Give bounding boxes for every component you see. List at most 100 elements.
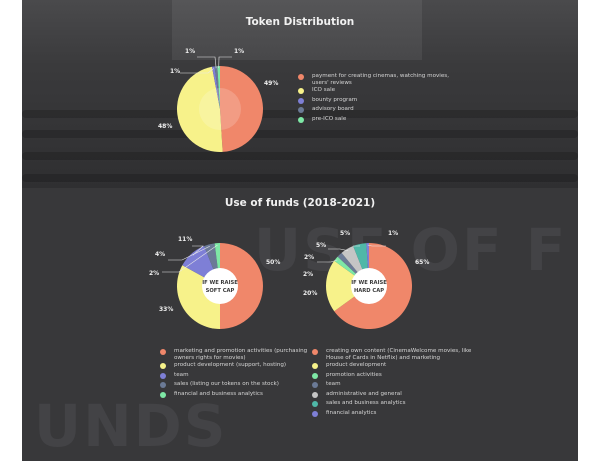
token-legend-label: pre-ICO sale: [312, 115, 347, 122]
token-legend-item: pre-ICO sale: [298, 116, 462, 123]
softcap-legend-item: product development (support, hosting): [160, 362, 324, 369]
softcap-inner-circle: [202, 268, 238, 304]
token-legend-swatch: [298, 74, 304, 80]
token-slice-4: [217, 66, 220, 109]
hardcap-legend-label: financial analytics: [326, 409, 377, 416]
token-label-2: 1%: [170, 68, 180, 75]
hardcap-legend-swatch: [312, 363, 318, 369]
cinema-screen: [172, 0, 422, 60]
token-label-4: 1%: [234, 48, 244, 55]
hardcap-legend-item: promotion activities: [312, 372, 476, 379]
hardcap-legend-label: creating own content (CinemaWelcome movi…: [326, 348, 472, 361]
funds-background: [22, 188, 578, 461]
hardcap-label-1: 20%: [303, 290, 317, 297]
token-distribution-title: Token Distribution: [245, 16, 355, 28]
softcap-leader-3: [168, 246, 210, 261]
token-slice-1: [177, 66, 223, 152]
softcap-center-label-1: SOFT CAP: [206, 288, 235, 294]
hardcap-legend-swatch: [312, 349, 318, 355]
hardcap-leader-6: [367, 244, 386, 247]
hardcap-legend-item: financial analytics: [312, 410, 476, 417]
hardcap-label-5: 5%: [340, 230, 350, 237]
token-slice-2: [211, 66, 220, 109]
seat-row: [22, 152, 578, 160]
softcap-legend-label: sales (listing our tokens on the stock): [174, 381, 279, 387]
hardcap-legend-label: sales and business analytics: [326, 400, 406, 406]
softcap-legend-swatch: [160, 391, 166, 398]
token-legend-swatch: [298, 116, 304, 123]
token-legend-item: bounty program: [298, 97, 462, 104]
token-slice-0: [220, 66, 263, 152]
hardcap-label-0: 65%: [415, 259, 429, 266]
softcap-leader-2: [192, 245, 204, 256]
hardcap-leader-4: [328, 248, 349, 252]
token-label-3: 1%: [185, 48, 195, 55]
softcap-legend-swatch: [160, 363, 166, 369]
token-slice-3: [214, 66, 220, 109]
hardcap-legend-label: promotion activities: [326, 371, 382, 378]
softcap-label-0: 50%: [266, 259, 280, 266]
hardcap-label-6: 1%: [388, 230, 398, 237]
token-legend-label: payment for creating cinemas, watching m…: [312, 73, 449, 86]
token-legend-item: ICO sale: [298, 87, 462, 94]
softcap-leader-4: [162, 244, 218, 273]
softcap-legend-item: sales (listing our tokens on the stock): [160, 381, 324, 388]
softcap-legend-label: team: [174, 371, 189, 378]
softcap-legend-label: product development (support, hosting): [174, 362, 287, 368]
hardcap-legend-swatch: [312, 401, 318, 407]
hardcap-slice-1: [326, 260, 369, 312]
hardcap-center-label-1: HARD CAP: [354, 288, 384, 294]
token-legend-swatch: [298, 107, 304, 113]
hardcap-legend-swatch: [312, 410, 318, 417]
hardcap-legend-swatch: [312, 382, 318, 388]
hardcap-legend-label: product development: [326, 362, 387, 368]
token-label-0: 49%: [264, 80, 278, 87]
token-inner-circle: [199, 88, 241, 130]
charts-layer: 49% 48% 1% 1% 1% 50% 33% 11% 4% 2% IF WE RAISE SOFT…: [149, 48, 429, 329]
token-legend-item: payment for creating cinemas, watching m…: [298, 73, 462, 87]
softcap-slice-0: [220, 243, 263, 329]
hardcap-legend-item: administrative and general: [312, 391, 476, 398]
use-of-funds-title: Use of funds (2018-2021): [224, 197, 376, 209]
softcap-legend-item: team: [160, 372, 324, 379]
token-legend-swatch: [298, 88, 304, 94]
token-legend-item: advisory board: [298, 106, 462, 113]
token-legend-label: advisory board: [312, 106, 354, 112]
hardcap-legend-item: product development: [312, 362, 476, 369]
softcap-center-label-0: IF WE RAISE: [202, 280, 238, 286]
hardcap-inner-circle: [351, 268, 387, 304]
token-leader-4: [218, 56, 232, 69]
seat-row: [22, 110, 578, 118]
softcap-label-4: 2%: [149, 270, 159, 277]
hardcap-legend-label: administrative and general: [326, 390, 402, 397]
hardcap-label-3: 2%: [303, 271, 313, 278]
softcap-legend-swatch: [160, 349, 166, 355]
cinema-background: [22, 0, 578, 188]
softcap-label-2: 11%: [178, 236, 192, 243]
token-legend-label: ICO sale: [312, 87, 336, 93]
hardcap-legend-item: sales and business analytics: [312, 400, 476, 407]
softcap-legend-swatch: [160, 382, 166, 388]
token-label-1: 48%: [158, 123, 172, 130]
infographic-canvas: USE OF F UNDS Token Distribution Use of …: [22, 0, 578, 461]
background-word-bottom: UNDS: [34, 392, 228, 460]
hardcap-label-2: 2%: [304, 254, 314, 261]
softcap-label-3: 4%: [155, 251, 165, 258]
hardcap-legend-swatch: [312, 372, 318, 379]
token-legend-label: bounty program: [312, 96, 358, 103]
token-leader-2: [180, 68, 214, 74]
hardcap-legend-label: team: [326, 381, 341, 387]
softcap-legend-label: financial and business analytics: [174, 390, 263, 397]
softcap-legend-label: marketing and promotion activities (purc…: [174, 348, 308, 361]
hardcap-center-label-0: IF WE RAISE: [351, 280, 387, 286]
hardcap-leader-2: [317, 259, 338, 263]
softcap-label-1: 33%: [159, 306, 173, 313]
seat-row: [22, 174, 578, 182]
softcap-legend-item: marketing and promotion activities (purc…: [160, 348, 324, 362]
hardcap-legend-item: creating own content (CinemaWelcome movi…: [312, 348, 476, 362]
softcap-legend-swatch: [160, 372, 166, 379]
hardcap-legend-swatch: [312, 391, 318, 398]
token-leader-3: [197, 56, 217, 69]
softcap-legend-item: financial and business analytics: [160, 391, 324, 398]
hardcap-label-4: 5%: [316, 242, 326, 249]
